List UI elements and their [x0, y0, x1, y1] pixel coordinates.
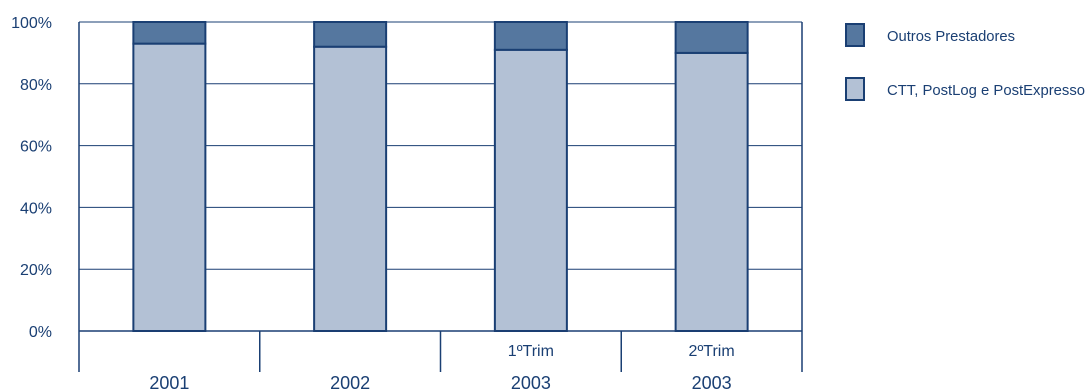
x-category-label: 2003 — [511, 373, 551, 392]
legend-swatch — [845, 77, 865, 101]
y-tick-label: 0% — [29, 324, 52, 341]
y-tick-label: 100% — [11, 15, 52, 32]
legend-label: Outros Prestadores — [887, 28, 1015, 45]
axis-labels: 0% 20% 40% 60% 80% 100% 2001 2002 1ºTrim 2003 2ºTr… — [11, 15, 735, 392]
x-sub-label: 1ºTrim — [508, 343, 554, 360]
x-category-label: 2003 — [692, 373, 732, 392]
axes — [78, 22, 803, 372]
bars — [132, 21, 749, 333]
y-tick-label: 60% — [20, 139, 52, 156]
x-sub-label: 2ºTrim — [689, 343, 735, 360]
bar-segment-ctt — [313, 45, 388, 332]
bar-segment-outros — [313, 21, 388, 48]
legend-swatch — [845, 23, 865, 47]
bar-segment-outros — [674, 21, 749, 54]
bar-segment-outros — [493, 21, 568, 51]
bar-segment-ctt — [493, 48, 568, 333]
legend-label: CTT, PostLog e PostExpresso — [887, 82, 1085, 99]
y-tick-label: 40% — [20, 200, 52, 217]
bar-segment-outros — [132, 21, 207, 45]
y-tick-label: 20% — [20, 262, 52, 279]
bar-segment-ctt — [132, 42, 207, 332]
x-category-label: 2001 — [149, 373, 189, 392]
bar-segment-ctt — [674, 51, 749, 333]
legend: Outros Prestadores CTT, PostLog e PostExp… — [845, 23, 1085, 101]
y-tick-label: 80% — [20, 77, 52, 94]
x-category-label: 2002 — [330, 373, 370, 392]
